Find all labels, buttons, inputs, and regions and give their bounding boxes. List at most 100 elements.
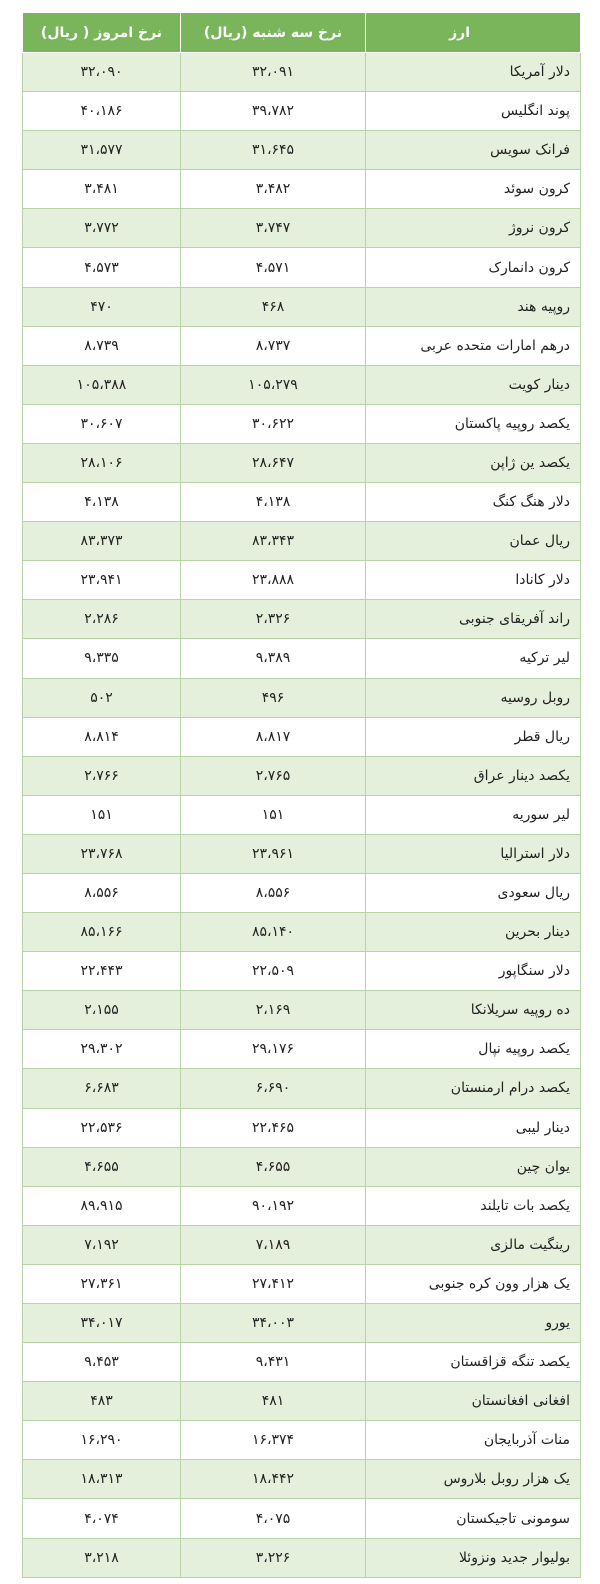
rates-table: ارز نرخ سه شنبه (ریال) نرخ امروز ( ریال)… [22,12,581,1578]
currency-name: یوان چین [365,1146,581,1187]
rate-cell: ۲،۱۶۹ [180,990,366,1031]
table-row: لیر سوریه ۱۵۱ ۱۵۱ [22,794,581,835]
table-row: بولیوار جدید ونزوئلا ۳،۲۲۶ ۳،۲۱۸ [22,1537,581,1578]
table-row: ریال سعودی ۸،۵۵۶ ۸،۵۵۶ [22,872,581,914]
currency-name: دلار کانادا [365,560,581,601]
table-row: سومونی تاجیکستان ۴،۰۷۵ ۴،۰۷۴ [22,1498,581,1539]
currency-name: یورو [365,1302,581,1344]
rate-cell: ۱۰۵،۲۷۹ [180,364,366,405]
rate-cell: ۲،۳۲۶ [180,599,366,640]
rate-cell: ۳،۷۴۷ [180,208,366,249]
table-row: دلار کانادا ۲۳،۸۸۸ ۲۳،۹۴۱ [22,560,581,601]
rate-cell: ۴۸۳ [22,1381,181,1422]
rate-cell: ۹۰،۱۹۲ [180,1185,366,1226]
rate-cell: ۴،۶۵۵ [180,1146,366,1187]
rate-cell: ۸،۸۱۷ [180,716,366,757]
table-row: پوند انگلیس ۳۹،۷۸۲ ۴۰،۱۸۶ [22,91,581,132]
rate-cell: ۴۷۰ [22,286,181,327]
rate-cell: ۸۳،۳۷۳ [22,521,181,562]
rate-cell: ۲۲،۵۰۹ [180,951,366,992]
table-row: یوان چین ۴،۶۵۵ ۴،۶۵۵ [22,1146,581,1187]
currency-name: افغانی افغانستان [365,1381,581,1422]
rate-cell: ۲۷،۳۶۱ [22,1263,181,1305]
currency-name: دلار هنگ کنگ [365,482,581,523]
rate-cell: ۲۲،۴۶۵ [180,1107,366,1148]
rate-cell: ۱۰۵،۳۸۸ [22,364,181,405]
table-row: یورو ۳۴،۰۰۳ ۳۴،۰۱۷ [22,1302,581,1344]
rate-cell: ۹،۴۵۳ [22,1342,181,1383]
table-row: یکصد درام ارمنستان ۶،۶۹۰ ۶،۶۸۳ [22,1068,581,1109]
rate-cell: ۳۱،۶۴۵ [180,130,366,171]
rate-cell: ۴۶۸ [180,286,366,327]
table-row: یکصد دینار عراق ۲،۷۶۵ ۲،۷۶۶ [22,755,581,796]
currency-name: دینار لیبی [365,1107,581,1148]
currency-name: سومونی تاجیکستان [365,1498,581,1539]
rate-cell: ۸۵،۱۴۰ [180,912,366,953]
table-row: افغانی افغانستان ۴۸۱ ۴۸۳ [22,1381,581,1422]
table-row: دینار کویت ۱۰۵،۲۷۹ ۱۰۵،۳۸۸ [22,364,581,405]
rate-cell: ۲۳،۸۸۸ [180,560,366,601]
rate-cell: ۱۵۱ [180,794,366,835]
currency-name: لیر ترکیه [365,638,581,679]
rate-cell: ۳،۴۸۲ [180,169,366,210]
currency-name: دلار آمریکا [365,51,581,93]
header-cell: نرخ سه شنبه (ریال) [180,12,366,53]
rate-cell: ۸،۷۳۷ [180,325,366,366]
table-row: فرانک سویس ۳۱،۶۴۵ ۳۱،۵۷۷ [22,130,581,171]
table-row: راند آفریقای جنوبی ۲،۳۲۶ ۲،۲۸۶ [22,599,581,640]
rate-cell: ۲۸،۶۴۷ [180,442,366,484]
rate-cell: ۶،۶۹۰ [180,1068,366,1109]
rate-cell: ۴،۵۷۱ [180,247,366,288]
currency-name: دلار استرالیا [365,833,581,874]
table-row: دلار آمریکا ۳۲،۰۹۱ ۳۲،۰۹۰ [22,51,581,93]
rate-cell: ۸،۷۳۹ [22,325,181,366]
rate-cell: ۸،۵۵۶ [180,872,366,914]
rate-cell: ۳،۷۷۲ [22,208,181,249]
currency-name: رینگیت مالزی [365,1224,581,1265]
rate-cell: ۲،۷۶۵ [180,755,366,796]
currency-name: ریال عمان [365,521,581,562]
rate-cell: ۳۰،۶۲۲ [180,403,366,444]
currency-name: راند آفریقای جنوبی [365,599,581,640]
currency-name: روبل روسیه [365,677,581,718]
rate-cell: ۶،۶۸۳ [22,1068,181,1109]
rate-cell: ۷،۱۸۹ [180,1224,366,1265]
currency-name: یکصد تنگه قزاقستان [365,1342,581,1383]
table-row: روبل روسیه ۴۹۶ ۵۰۲ [22,677,581,718]
table-row: یک هزار وون کره جنوبی ۲۷،۴۱۲ ۲۷،۳۶۱ [22,1263,581,1305]
rate-cell: ۴۹۶ [180,677,366,718]
rate-cell: ۲۳،۷۶۸ [22,833,181,874]
table-row: یکصد ین ژاپن ۲۸،۶۴۷ ۲۸،۱۰۶ [22,442,581,484]
header-row: ارز نرخ سه شنبه (ریال) نرخ امروز ( ریال) [22,12,581,53]
rate-cell: ۲،۱۵۵ [22,990,181,1031]
rate-cell: ۳،۴۸۱ [22,169,181,210]
rate-cell: ۴،۱۳۸ [22,482,181,523]
table-row: کرون دانمارک ۴،۵۷۱ ۴،۵۷۳ [22,247,581,288]
currency-name: یکصد بات تایلند [365,1185,581,1226]
table-row: ده روپیه سریلانکا ۲،۱۶۹ ۲،۱۵۵ [22,990,581,1031]
rate-cell: ۳۱،۵۷۷ [22,130,181,171]
table-row: دلار استرالیا ۲۳،۹۶۱ ۲۳،۷۶۸ [22,833,581,874]
rate-cell: ۴۸۱ [180,1381,366,1422]
rate-cell: ۲۲،۴۴۳ [22,951,181,992]
rate-cell: ۴،۱۳۸ [180,482,366,523]
rate-cell: ۴۰،۱۸۶ [22,91,181,132]
table-row: دینار بحرین ۸۵،۱۴۰ ۸۵،۱۶۶ [22,912,581,953]
table-row: یکصد روپیه پاکستان ۳۰،۶۲۲ ۳۰،۶۰۷ [22,403,581,444]
rate-cell: ۴،۰۷۵ [180,1498,366,1539]
currency-name: لیر سوریه [365,794,581,835]
table-row: دینار لیبی ۲۲،۴۶۵ ۲۲،۵۳۶ [22,1107,581,1148]
currency-name: یکصد روپیه نپال [365,1029,581,1070]
table-row: یک هزار روبل بلاروس ۱۸،۴۴۲ ۱۸،۳۱۳ [22,1459,581,1500]
currency-name: کرون دانمارک [365,247,581,288]
rate-cell: ۵۰۲ [22,677,181,718]
rate-cell: ۲۳،۹۴۱ [22,560,181,601]
table-row: کرون سوئد ۳،۴۸۲ ۳،۴۸۱ [22,169,581,210]
rate-cell: ۱۶،۳۷۴ [180,1420,366,1461]
currency-name: دینار کویت [365,364,581,405]
rate-cell: ۲۹،۳۰۲ [22,1029,181,1070]
rate-cell: ۷،۱۹۲ [22,1224,181,1265]
currency-name: دینار بحرین [365,912,581,953]
table-row: یکصد روپیه نپال ۲۹،۱۷۶ ۲۹،۳۰۲ [22,1029,581,1070]
currency-name: منات آذربایجان [365,1420,581,1461]
